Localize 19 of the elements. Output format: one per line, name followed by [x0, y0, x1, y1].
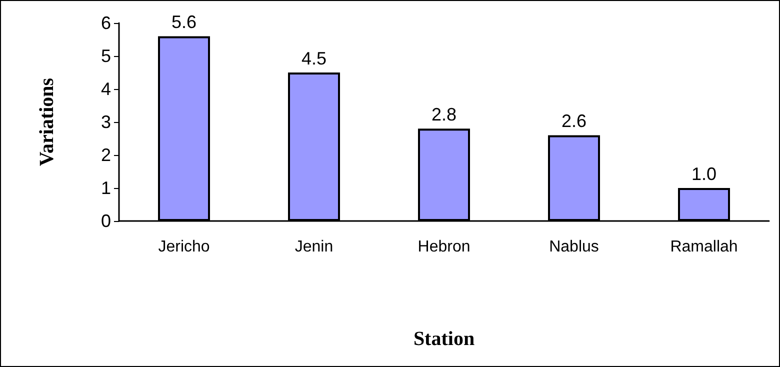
y-tick-label: 5: [100, 46, 111, 66]
data-label: 2.8: [431, 104, 457, 125]
x-tick-label: Jenin: [294, 238, 334, 256]
x-axis-title: Station: [413, 328, 475, 350]
data-label: 1.0: [691, 164, 717, 184]
x-tick-label: Ramallah: [670, 238, 738, 256]
data-label: 2.6: [561, 111, 587, 132]
y-tick-label: 4: [100, 79, 111, 99]
y-axis-title: Variations: [36, 78, 58, 166]
x-tick-label: Jericho: [158, 238, 210, 256]
x-tick-label: Nablus: [549, 238, 599, 256]
y-tick-label: 1: [100, 178, 111, 198]
data-label: 5.6: [171, 12, 197, 32]
y-tick-label: 6: [100, 13, 111, 33]
y-tick-label: 3: [100, 112, 111, 132]
y-tick-label: 0: [100, 211, 111, 231]
x-tick-label: Hebron: [418, 238, 470, 256]
y-tick-label: 2: [100, 145, 111, 165]
data-label: 4.5: [301, 48, 327, 68]
